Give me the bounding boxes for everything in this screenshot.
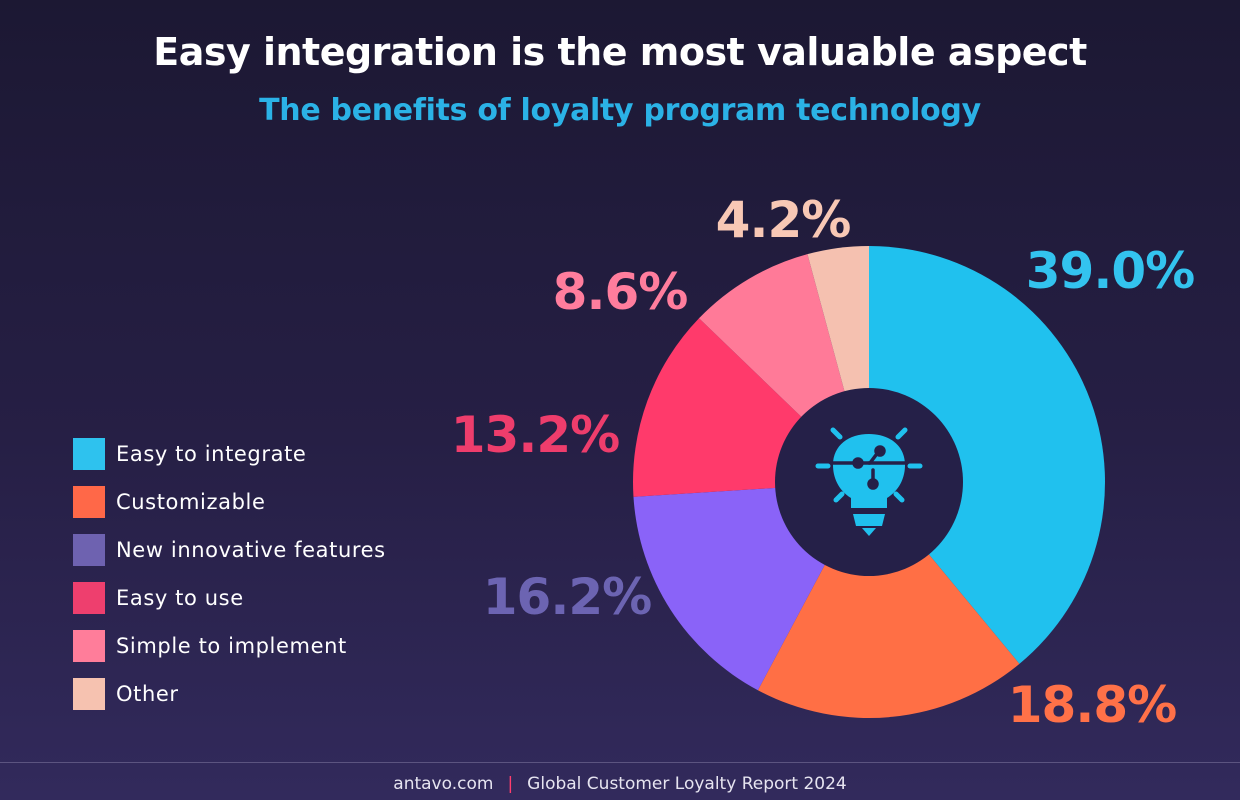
legend-item: Simple to implement bbox=[73, 630, 386, 662]
slice-percent-label: 8.6% bbox=[553, 263, 688, 321]
lightbulb-circuit-icon bbox=[815, 427, 923, 536]
legend-label: Customizable bbox=[116, 490, 266, 514]
footer-site: antavo.com bbox=[393, 774, 494, 794]
footer-report: Global Customer Loyalty Report 2024 bbox=[527, 774, 847, 794]
legend-item: Easy to integrate bbox=[73, 438, 386, 470]
pie-slices bbox=[633, 246, 1105, 718]
legend-label: New innovative features bbox=[116, 538, 386, 562]
legend-label: Simple to implement bbox=[116, 634, 347, 658]
pie-slice-customizable bbox=[757, 482, 1020, 718]
slice-percent-label: 13.2% bbox=[451, 406, 619, 464]
legend-swatch bbox=[73, 534, 105, 566]
legend: Easy to integrate Customizable New innovat… bbox=[73, 438, 386, 726]
slice-percent-label: 39.0% bbox=[1026, 242, 1194, 300]
legend-swatch bbox=[73, 678, 105, 710]
slice-percent-label: 4.2% bbox=[716, 191, 851, 249]
chart-title: Easy integration is the most valuable as… bbox=[153, 30, 1087, 74]
footer: antavo.com | Global Customer Loyalty Repor… bbox=[0, 774, 1240, 794]
pie-slice-easy-to-integrate bbox=[869, 246, 1105, 664]
legend-item: Customizable bbox=[73, 486, 386, 518]
legend-label: Easy to use bbox=[116, 586, 244, 610]
legend-item: New innovative features bbox=[73, 534, 386, 566]
legend-item: Easy to use bbox=[73, 582, 386, 614]
legend-swatch bbox=[73, 438, 105, 470]
legend-swatch bbox=[73, 630, 105, 662]
legend-swatch bbox=[73, 486, 105, 518]
percentage-labels: 39.0% 18.8% 16.2% 13.2% 8.6% 4.2% bbox=[451, 191, 1195, 734]
legend-swatch bbox=[73, 582, 105, 614]
legend-label: Easy to integrate bbox=[116, 442, 307, 466]
footer-divider bbox=[0, 762, 1240, 763]
legend-label: Other bbox=[116, 682, 179, 706]
legend-item: Other bbox=[73, 678, 386, 710]
slice-percent-label: 18.8% bbox=[1008, 676, 1176, 734]
chart-subtitle: The benefits of loyalty program technolo… bbox=[259, 93, 981, 128]
slice-percent-label: 16.2% bbox=[483, 568, 651, 626]
footer-separator: | bbox=[507, 774, 514, 794]
